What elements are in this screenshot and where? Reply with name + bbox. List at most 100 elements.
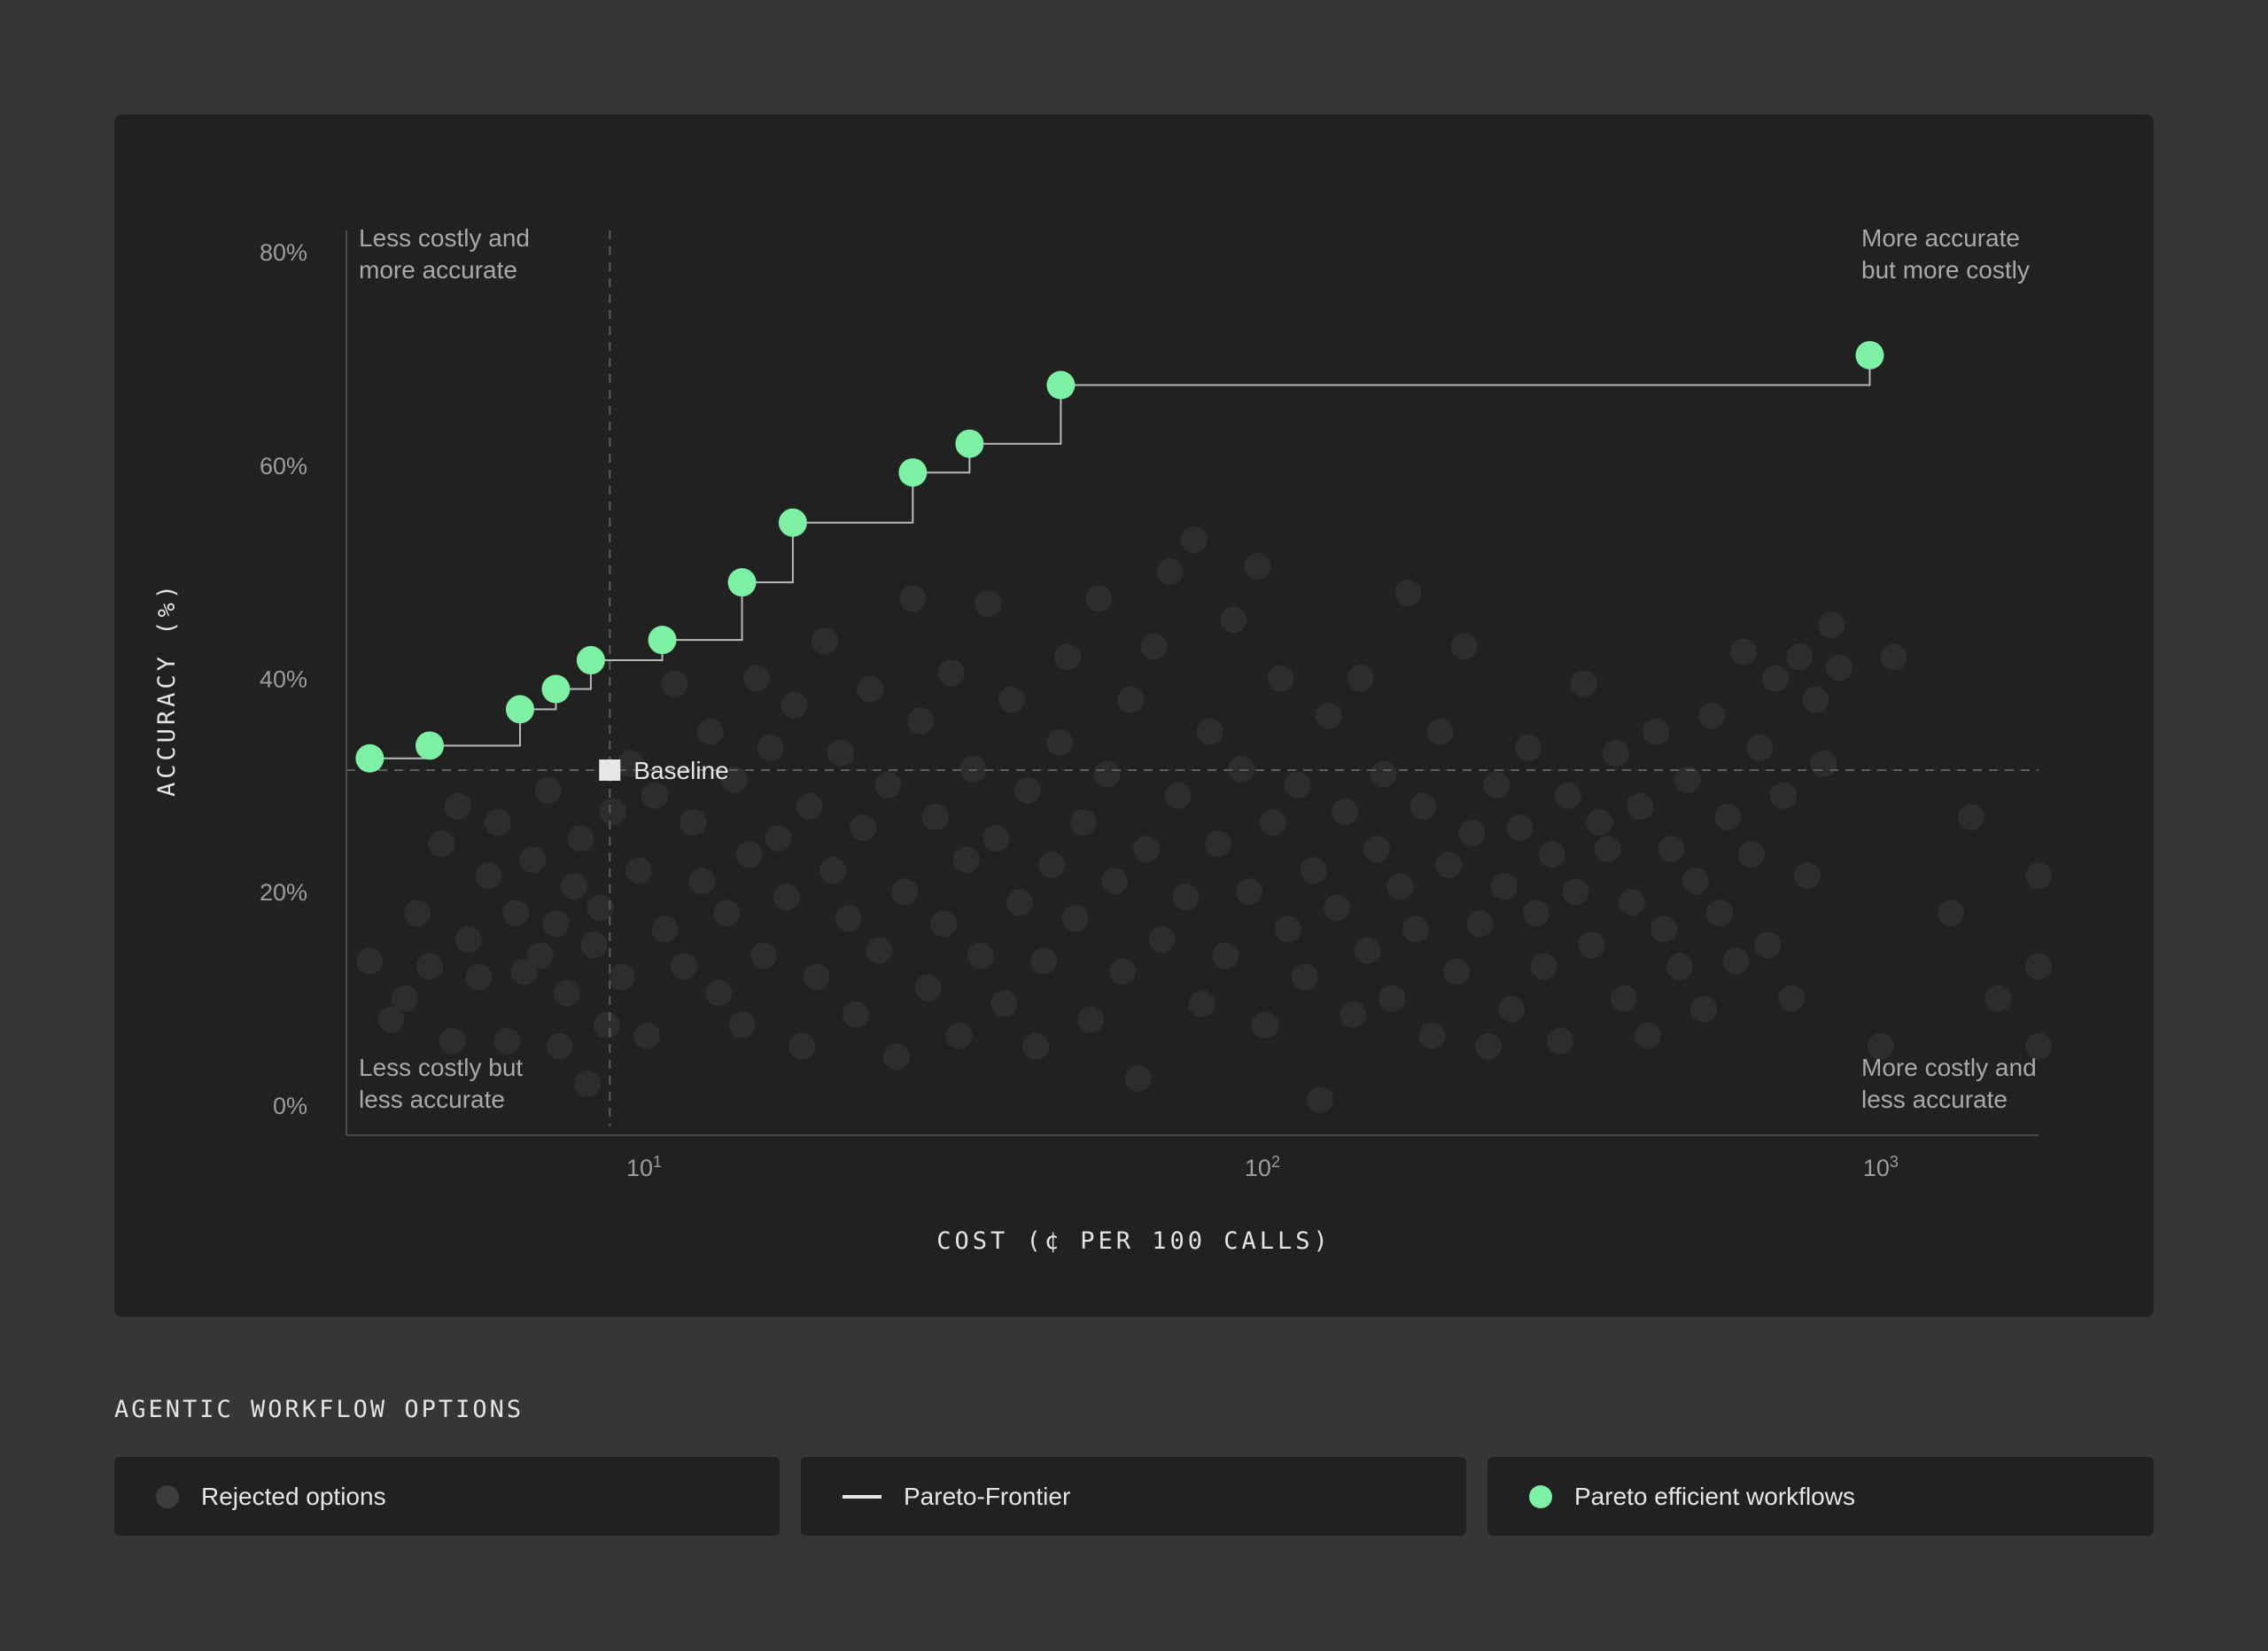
rejected-point: [803, 963, 830, 991]
rejected-point: [728, 1011, 756, 1039]
rejected-point: [1538, 841, 1565, 868]
baseline-marker: [599, 759, 621, 782]
rejected-point: [1180, 526, 1208, 554]
rejected-point: [1610, 985, 1637, 1012]
x-tick-label: 101: [626, 1153, 662, 1181]
rejected-point: [819, 857, 847, 884]
rejected-point: [1651, 915, 1678, 943]
baseline-label: Baseline: [633, 757, 728, 784]
rejected-point: [1061, 905, 1089, 932]
rejected-point: [475, 862, 502, 890]
rejected-point: [1682, 868, 1709, 895]
rejected-point: [1093, 760, 1121, 788]
rejected-point: [608, 963, 635, 991]
x-tick-label: 102: [1245, 1153, 1280, 1181]
rejected-point: [1746, 734, 1774, 761]
rejected-points-layer: [356, 526, 2052, 1113]
rejected-point: [671, 953, 698, 980]
rejected-point: [959, 755, 987, 783]
rejected-point: [857, 675, 884, 703]
rejected-dot-icon: [156, 1484, 179, 1508]
rejected-point: [1674, 766, 1701, 793]
rejected-point: [1354, 937, 1381, 964]
rejected-point: [1148, 926, 1176, 954]
rejected-point: [696, 718, 724, 745]
pareto-point: [1855, 340, 1884, 370]
rejected-point: [1643, 718, 1670, 745]
rejected-point: [1570, 670, 1597, 697]
rejected-point: [1196, 718, 1223, 745]
rejected-point: [1274, 915, 1301, 943]
rejected-point: [1754, 931, 1782, 959]
rejected-point: [891, 878, 919, 906]
pareto-points-layer: [355, 340, 1884, 773]
rejected-point: [439, 1027, 466, 1055]
rejected-point: [1132, 836, 1160, 863]
rejected-point: [527, 942, 555, 970]
rejected-point: [1307, 1086, 1334, 1113]
rejected-point: [750, 942, 777, 970]
rejected-point: [914, 974, 942, 1001]
rejected-point: [742, 665, 770, 692]
rejected-point: [574, 1070, 602, 1097]
legend-title: AGENTIC WORKFLOW OPTIONS: [114, 1396, 524, 1423]
rejected-point: [990, 990, 1018, 1017]
pareto-point: [955, 429, 984, 458]
rejected-point: [882, 1043, 910, 1071]
rejected-point: [945, 1022, 973, 1049]
chart-panel: 0% 20% 40% 60% 80% 101 102 103 COST (¢ PER 100 C…: [114, 114, 2154, 1317]
rejected-point: [1530, 953, 1557, 980]
rejected-point: [502, 899, 530, 927]
rejected-point: [874, 771, 902, 798]
rejected-point: [1714, 803, 1742, 830]
rejected-point: [850, 814, 877, 841]
rejected-point: [633, 1022, 661, 1049]
rejected-point: [2025, 953, 2052, 980]
pareto-point: [1046, 370, 1076, 400]
rejected-point: [1984, 985, 2012, 1012]
rejected-point: [1300, 857, 1327, 884]
legend-label: Pareto efficient workflows: [1574, 1482, 1855, 1510]
rejected-point: [1938, 899, 1965, 927]
rejected-point: [1212, 942, 1239, 970]
legend-label: Pareto-Frontier: [904, 1482, 1071, 1510]
rejected-point: [1498, 995, 1526, 1023]
rejected-point: [788, 1032, 816, 1060]
rejected-point: [1722, 947, 1750, 975]
rejected-point: [899, 585, 927, 612]
rejected-point: [1522, 899, 1550, 927]
rejected-point: [1554, 782, 1581, 809]
rejected-point: [1867, 1032, 1894, 1060]
rejected-point: [1802, 686, 1829, 713]
legend-item-frontier: Pareto-Frontier: [801, 1457, 1466, 1536]
rejected-point: [1220, 606, 1247, 634]
rejected-point: [1594, 836, 1621, 863]
rejected-point: [705, 979, 733, 1007]
rejected-point: [721, 766, 749, 793]
rejected-point: [781, 691, 808, 719]
quadrant-label-top-right: More accurate but more costly: [1861, 224, 2030, 284]
rejected-point: [567, 825, 594, 853]
rejected-point: [1386, 873, 1414, 900]
rejected-point: [542, 910, 570, 938]
rejected-point: [651, 915, 679, 943]
rejected-point: [641, 782, 668, 809]
rejected-point: [580, 931, 608, 959]
legend-label: Rejected options: [201, 1482, 386, 1510]
rejected-point: [377, 1006, 405, 1033]
y-axis-title: ACCURACY (%): [153, 581, 181, 797]
rejected-point: [952, 846, 980, 874]
rejected-point: [1267, 665, 1294, 692]
rejected-point: [1426, 718, 1454, 745]
quadrant-label-bottom-left: Less costly but less accurate: [359, 1054, 523, 1113]
rejected-point: [1769, 782, 1797, 809]
rejected-point: [1046, 728, 1074, 756]
rejected-point: [553, 979, 580, 1007]
rejected-point: [1578, 931, 1605, 959]
rejected-point: [1085, 585, 1113, 612]
rejected-point: [416, 953, 444, 980]
rejected-point: [599, 798, 626, 825]
rejected-point: [1053, 643, 1081, 671]
rejected-point: [1109, 958, 1137, 985]
y-tick-label: 40%: [260, 666, 307, 693]
